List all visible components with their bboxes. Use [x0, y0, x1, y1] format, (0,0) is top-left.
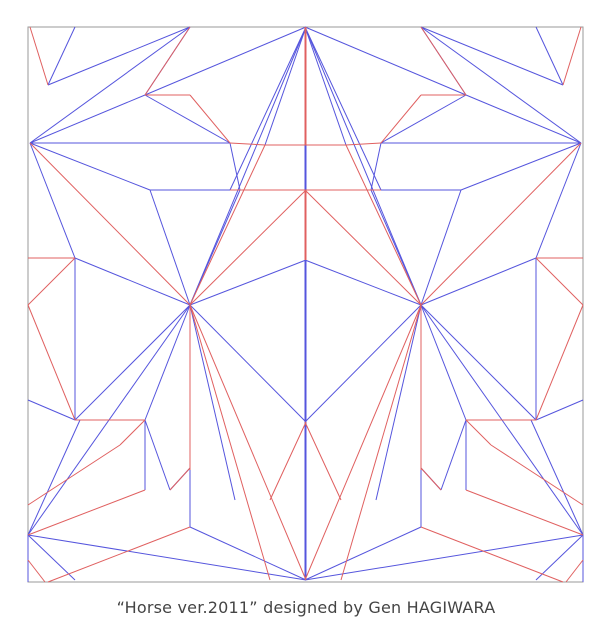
valley-fold: [189, 189, 241, 306]
valley-fold: [530, 419, 584, 536]
valley-fold: [27, 419, 81, 536]
mountain-fold: [29, 142, 191, 306]
mountain-fold: [189, 189, 307, 306]
valley-fold: [375, 304, 422, 501]
valley-fold: [27, 399, 76, 421]
mountain-fold: [345, 144, 422, 306]
mountain-fold: [27, 489, 146, 536]
mountain-fold: [119, 419, 146, 446]
mountain-fold: [304, 421, 342, 501]
valley-fold: [189, 259, 307, 306]
caption: “Horse ver.2011” designed by Gen HAGIWAR…: [116, 598, 496, 617]
valley-fold: [535, 534, 584, 581]
valley-fold: [264, 26, 307, 146]
valley-fold: [29, 142, 76, 259]
valley-fold: [420, 304, 467, 421]
mountain-fold: [420, 467, 442, 491]
mountain-fold: [144, 26, 191, 96]
valley-fold: [304, 304, 422, 423]
mountain-fold: [189, 304, 307, 581]
valley-fold: [370, 142, 382, 191]
valley-fold: [47, 26, 191, 86]
valley-fold: [420, 26, 564, 86]
valley-fold: [420, 189, 462, 306]
mountain-fold: [47, 526, 191, 583]
mountain-fold: [535, 304, 584, 421]
mountain-fold: [420, 26, 467, 96]
valley-fold: [229, 26, 307, 191]
valley-fold: [304, 259, 422, 306]
valley-fold: [144, 26, 307, 96]
mountain-fold: [189, 304, 271, 581]
valley-fold: [535, 142, 582, 259]
valley-fold: [189, 526, 307, 581]
mountain-fold: [345, 142, 382, 146]
mountain-fold: [465, 419, 492, 446]
mountain-fold: [189, 94, 231, 144]
valley-fold: [440, 419, 467, 491]
mountain-fold: [565, 559, 584, 583]
valley-fold: [189, 304, 236, 501]
valley-fold: [420, 257, 537, 306]
mountain-fold: [304, 189, 422, 306]
mountain-fold: [535, 257, 584, 306]
mountain-fold: [304, 304, 422, 581]
valley-fold: [27, 534, 307, 581]
mountain-fold: [27, 304, 76, 421]
valley-fold: [304, 526, 422, 581]
mountain-fold: [562, 26, 582, 86]
mountain-fold: [465, 489, 584, 536]
valley-fold: [27, 534, 76, 581]
mountain-fold: [27, 559, 46, 583]
mountain-fold: [340, 304, 422, 581]
valley-fold: [74, 257, 191, 306]
mountain-fold: [229, 142, 266, 146]
mountain-fold: [27, 257, 76, 306]
valley-fold: [380, 94, 467, 144]
valley-fold: [420, 26, 582, 144]
valley-fold: [460, 142, 582, 191]
mountain-fold: [420, 526, 564, 583]
mountain-fold: [27, 444, 121, 506]
valley-fold: [304, 26, 382, 191]
valley-fold: [144, 304, 191, 421]
mountain-fold: [29, 26, 49, 86]
valley-fold: [535, 399, 584, 421]
mountain-fold: [169, 467, 191, 491]
valley-fold: [304, 534, 584, 581]
valley-fold: [29, 94, 146, 144]
valley-fold: [144, 419, 171, 491]
mountain-fold: [380, 94, 422, 144]
valley-fold: [189, 304, 307, 423]
valley-fold: [304, 26, 467, 96]
valley-fold: [304, 26, 347, 146]
valley-fold: [189, 26, 307, 306]
valley-fold: [29, 26, 191, 144]
valley-fold: [420, 304, 537, 421]
valley-fold: [29, 142, 151, 191]
crease-pattern: [27, 26, 584, 583]
valley-fold: [304, 26, 422, 306]
valley-fold: [149, 189, 191, 306]
valley-fold: [229, 142, 241, 191]
valley-fold: [465, 94, 582, 144]
mountain-fold: [189, 144, 266, 306]
valley-fold: [74, 304, 191, 421]
valley-fold: [370, 189, 422, 306]
valley-fold: [535, 26, 564, 86]
valley-fold: [144, 94, 231, 144]
valley-fold: [47, 26, 76, 86]
mountain-folds: [27, 26, 584, 583]
mountain-fold: [269, 421, 307, 501]
mountain-fold: [490, 444, 584, 506]
mountain-fold: [420, 142, 582, 306]
